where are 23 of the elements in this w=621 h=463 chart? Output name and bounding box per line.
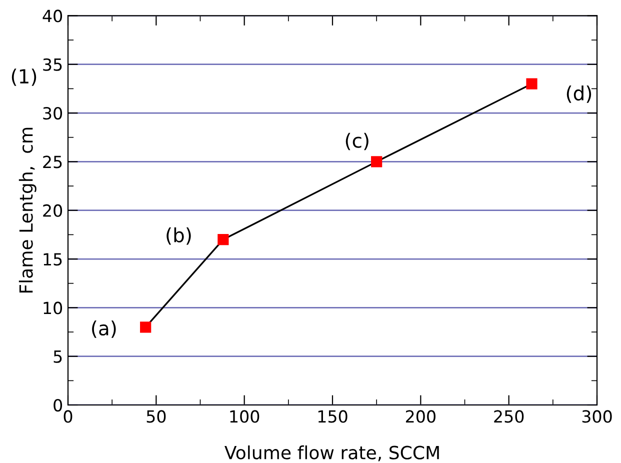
annotation: (c) [346,132,368,150]
y-axis-title: Flame Lentgh, cm [18,128,36,293]
y-tick-label: 5 [54,350,62,363]
y-tick-label: 0 [54,398,62,412]
x-tick-label: 100 [230,410,260,423]
annotation: (a) [92,320,116,338]
text: (1) [12,68,36,86]
y-tick-label: 10 [44,302,62,314]
x-tick-label: 50 [146,410,166,423]
y-tick-label: 25 [43,156,62,168]
annotation: (d) [566,86,592,103]
y-tick-label: 20 [43,204,62,217]
x-axis-title: Volume flow rate, SCCM [224,445,439,462]
x-tick-label: 0 [64,410,72,423]
y-tick-label: 15 [44,253,62,266]
y-tick-label: 35 [43,58,62,71]
x-tick-label: 300 [582,410,612,423]
x-tick-label: 150 [318,410,348,423]
x-tick-label: 250 [494,410,524,423]
y-tick-label: 30 [43,106,62,120]
x-tick-label: 200 [406,410,436,423]
annotation: (b) [166,227,191,245]
y-tick-label: 40 [42,10,62,22]
